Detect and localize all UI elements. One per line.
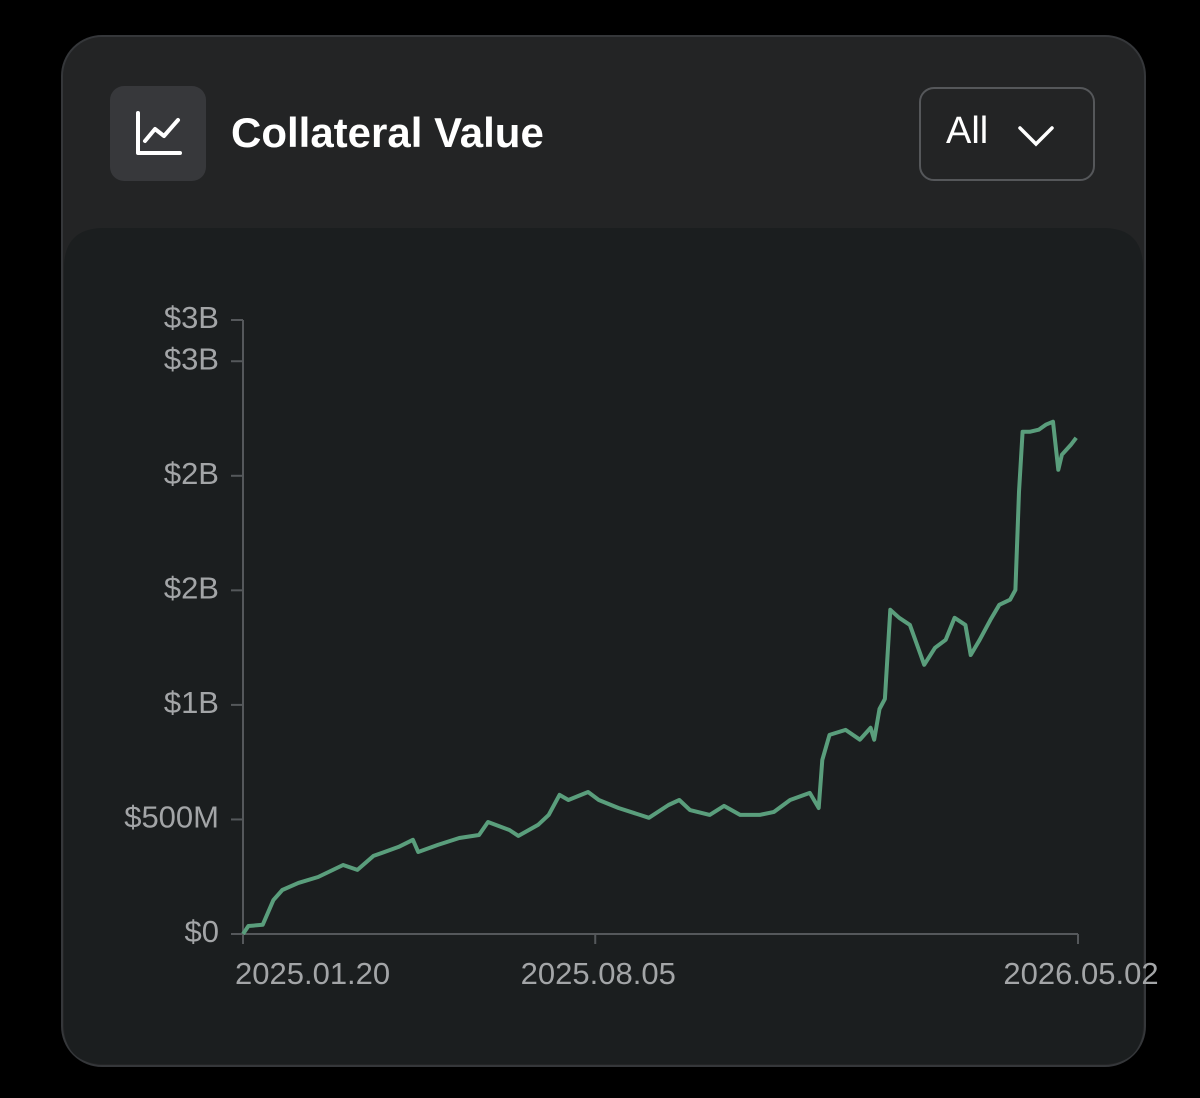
chart-panel	[64, 228, 1143, 1064]
dropdown-chevron[interactable]	[1018, 126, 1054, 147]
range-dropdown[interactable]	[919, 87, 1095, 181]
y-tick-label: $2B	[164, 456, 219, 491]
x-tick-label: 2025.08.05	[521, 956, 676, 991]
card-title: Collateral Value	[231, 109, 544, 156]
data-line	[241, 419, 1078, 936]
y-tick-label: $1B	[164, 685, 219, 720]
range-label[interactable]: All	[946, 110, 988, 152]
plot: $0 $500M $1B $2B $2B $3B $3B 2025.01.20 2025.08.…	[124, 300, 1158, 991]
x-tick-label: 2025.01.20	[235, 956, 390, 991]
y-tick-label: $500M	[124, 800, 219, 835]
y-tick-label: $2B	[164, 571, 219, 606]
y-tick-label: $3B	[164, 300, 219, 335]
chart-icon	[136, 111, 182, 155]
y-tick-label: $0	[185, 914, 219, 949]
x-tick-label: 2026.05.02	[1003, 956, 1158, 991]
y-tick-label: $3B	[164, 341, 219, 376]
